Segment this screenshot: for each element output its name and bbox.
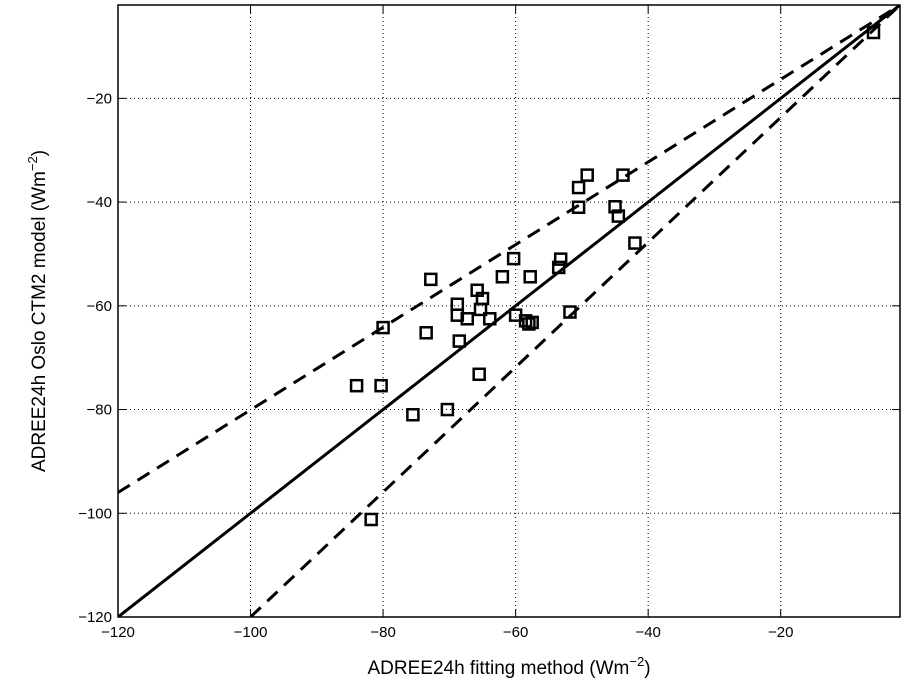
- data-point: [628, 236, 642, 250]
- data-points: [349, 25, 881, 527]
- data-point: [563, 305, 577, 319]
- data-point: [406, 407, 420, 422]
- y-axis-title-text: ADREE24h Oslo CTM2 model (Wm: [29, 171, 50, 472]
- y-tick-label: −60: [87, 298, 112, 315]
- y-tick-label: −40: [87, 194, 112, 211]
- data-point: [571, 200, 586, 215]
- y-axis-title-superscript: −2: [25, 156, 40, 171]
- x-axis-title-end: ): [644, 658, 650, 679]
- axis-ticks: −120 −100 −80 −60 −40 −20 −120 −100 −80 −60 −40 −20: [78, 5, 900, 641]
- x-axis-title-text: ADREE24h fitting method (Wm: [367, 658, 629, 679]
- y-axis-title-end: ): [29, 150, 50, 156]
- data-point: [522, 317, 536, 331]
- data-point: [419, 326, 433, 340]
- data-point: [571, 180, 586, 195]
- data-point: [523, 270, 537, 284]
- data-point: [495, 270, 510, 284]
- data-point: [374, 378, 388, 393]
- data-point: [483, 312, 497, 326]
- data-point: [364, 512, 378, 527]
- x-tick-label: −80: [370, 624, 395, 641]
- data-point: [349, 378, 364, 393]
- dashed-bound-line: [118, 5, 900, 494]
- data-point: [611, 209, 626, 223]
- data-point: [450, 297, 465, 312]
- x-tick-label: −120: [101, 624, 135, 641]
- data-point: [525, 315, 539, 330]
- data-point: [551, 260, 566, 275]
- data-point: [376, 320, 390, 335]
- data-point: [460, 312, 474, 326]
- data-point: [608, 200, 622, 214]
- data-point: [452, 334, 467, 348]
- x-tick-label: −20: [768, 624, 793, 641]
- x-tick-label: −40: [635, 624, 660, 641]
- data-point: [616, 168, 630, 182]
- data-point: [506, 251, 521, 266]
- data-point: [475, 291, 490, 306]
- y-tick-label: −120: [78, 609, 112, 626]
- y-axis-title: ADREE24h Oslo CTM2 model (Wm−2): [25, 150, 50, 472]
- x-axis-title-superscript: −2: [629, 654, 644, 669]
- x-axis-title: ADREE24h fitting method (Wm−2): [367, 654, 650, 679]
- data-point: [866, 25, 881, 40]
- plot-area: [117, 4, 901, 618]
- y-tick-label: −100: [78, 505, 112, 522]
- y-tick-label: −80: [87, 402, 112, 419]
- data-point: [580, 168, 594, 182]
- data-point: [424, 272, 438, 287]
- x-tick-label: −60: [503, 624, 528, 641]
- data-point: [472, 367, 486, 382]
- x-tick-label: −100: [234, 624, 268, 641]
- data-point: [553, 252, 568, 266]
- data-point: [440, 402, 455, 417]
- y-tick-label: −20: [87, 90, 112, 107]
